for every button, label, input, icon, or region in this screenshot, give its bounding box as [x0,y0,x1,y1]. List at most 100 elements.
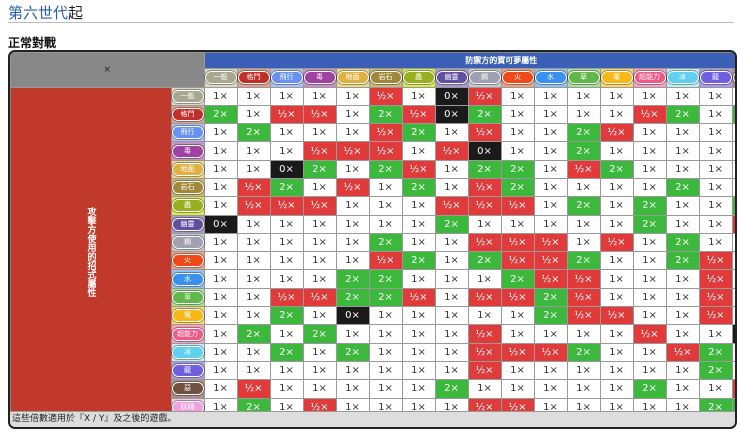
attacker-type-header: 鋼 [170,232,205,253]
type-badge[interactable]: 冰 [171,345,204,359]
type-badge[interactable]: 毒 [171,144,204,158]
type-badge[interactable]: 惡 [732,71,735,84]
effectiveness-cell: 2× [467,104,502,125]
effectiveness-cell: 1× [632,269,667,289]
type-badge[interactable]: 岩石 [171,181,204,195]
type-badge[interactable]: 毒 [303,71,336,84]
effectiveness-cell: 1× [434,287,469,308]
type-badge[interactable]: 幽靈 [435,71,468,84]
type-badge[interactable]: 蟲 [402,71,435,84]
table-row: 飛行1×2×1×1×1×½×2×1×½×1×1×2×½×1×1×1×1×1× [11,123,735,143]
effectiveness-cell: 1× [566,177,601,198]
effectiveness-cell: ½× [599,306,634,326]
defender-type-header: 幽靈 [434,67,469,88]
type-badge[interactable]: 水 [171,272,204,286]
effectiveness-cell: ½× [467,177,502,198]
type-badge[interactable]: 冰 [666,71,699,84]
type-badge[interactable]: 草 [567,71,600,84]
type-badge[interactable]: 一般 [204,71,237,84]
type-badge[interactable]: 格鬥 [171,107,204,121]
table-row: 格鬥2×1×½×½×1×2×½×0×2×1×1×1×1×½×2×1×2×½× [11,104,735,125]
type-badge[interactable]: 飛行 [270,71,303,84]
effectiveness-cell: 1× [698,232,733,253]
type-badge[interactable]: 惡 [171,382,204,396]
type-badge[interactable]: 水 [534,71,567,84]
type-badge[interactable]: 鋼 [468,71,501,84]
type-badge[interactable]: 地面 [171,162,204,176]
effectiveness-cell: 1× [566,86,601,106]
type-badge[interactable]: 地面 [336,71,369,84]
type-badge[interactable]: 電 [171,309,204,323]
type-badge[interactable]: 超能力 [633,71,666,84]
effectiveness-cell: ½× [236,177,271,198]
type-badge[interactable]: 格鬥 [237,71,270,84]
type-badge[interactable]: 龍 [171,364,204,378]
effectiveness-cell: ½× [500,287,535,308]
attacker-type-header: 地面 [170,159,205,179]
effectiveness-cell: 1× [500,123,535,143]
attacker-type-header: 龍 [170,360,205,381]
effectiveness-cell: 1× [566,232,601,253]
type-badge[interactable]: 蟲 [171,199,204,213]
effectiveness-cell: 1× [467,214,502,234]
effectiveness-cell: 1× [698,86,733,106]
effectiveness-cell: ½× [401,159,436,179]
effectiveness-cell: 1× [665,86,700,106]
type-badge[interactable]: 岩石 [369,71,402,84]
effectiveness-cell: 1× [368,214,403,234]
effectiveness-cell: 1× [599,287,634,308]
type-badge[interactable]: 一般 [171,89,204,103]
type-badge[interactable]: 飛行 [171,126,204,140]
effectiveness-cell: ½× [533,251,568,271]
effectiveness-cell: 1× [665,196,700,216]
effectiveness-cell: 1× [632,287,667,308]
effectiveness-cell: 1× [269,123,304,143]
effectiveness-cell: 1× [203,287,238,308]
type-badge[interactable]: 火 [501,71,534,84]
effectiveness-cell: 2× [566,342,601,362]
effectiveness-cell: 1× [500,379,535,399]
effectiveness-cell: 1× [500,214,535,234]
effectiveness-cell: 1× [566,214,601,234]
effectiveness-cell: 2× [566,141,601,161]
effectiveness-cell: 1× [434,159,469,179]
effectiveness-cell: 2× [368,232,403,253]
effectiveness-cell: ½× [731,379,735,399]
type-badge[interactable]: 鋼 [171,236,204,250]
effectiveness-cell: 1× [368,177,403,198]
defender-type-header: 毒 [302,67,337,88]
effectiveness-cell: 1× [599,269,634,289]
effectiveness-cell: 1× [401,379,436,399]
effectiveness-cell: 1× [236,104,271,125]
type-badge[interactable]: 超能力 [171,327,204,341]
effectiveness-cell: 2× [401,251,436,271]
type-badge[interactable]: 火 [171,254,204,268]
defender-type-header: 冰 [665,67,700,88]
effectiveness-cell: 1× [665,214,700,234]
effectiveness-cell: ½× [500,251,535,271]
effectiveness-cell: ½× [467,123,502,143]
effectiveness-cell: 1× [269,141,304,161]
effectiveness-cell: 1× [533,324,568,344]
effectiveness-cell: ½× [467,287,502,308]
effectiveness-cell: 2× [269,306,304,326]
effectiveness-cell: 1× [302,306,337,326]
effectiveness-cell: 1× [500,141,535,161]
type-badge[interactable]: 龍 [699,71,732,84]
type-badge[interactable]: 草 [171,290,204,304]
effectiveness-cell: 1× [236,251,271,271]
effectiveness-cell: 2× [665,104,700,125]
effectiveness-cell: 1× [566,379,601,399]
effectiveness-cell: 1× [335,86,370,106]
effectiveness-cell: ½× [533,342,568,362]
type-badge[interactable]: 幽靈 [171,217,204,231]
effectiveness-cell: 2× [599,159,634,179]
type-badge[interactable]: 電 [600,71,633,84]
effectiveness-cell: ½× [566,306,601,326]
effectiveness-cell: ½× [467,324,502,344]
effectiveness-cell: 1× [599,379,634,399]
effectiveness-cell: 1× [269,324,304,344]
effectiveness-cell: 1× [203,159,238,179]
section-title-link[interactable]: 第六世代 [8,4,69,22]
effectiveness-cell: ½× [467,196,502,216]
